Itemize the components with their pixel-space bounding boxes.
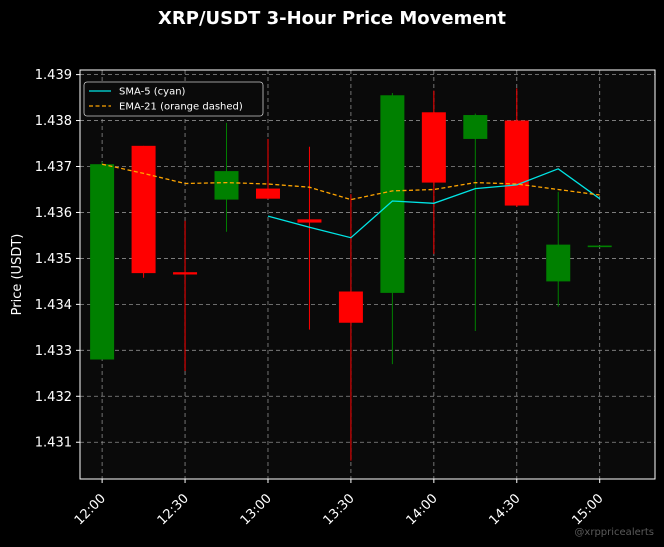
- legend-label: SMA-5 (cyan): [119, 87, 186, 98]
- candle-body: [504, 120, 529, 206]
- candle-body: [90, 164, 115, 360]
- candle-body: [131, 145, 156, 274]
- y-tick-label: 1.437: [35, 160, 72, 175]
- y-tick-label: 1.432: [35, 390, 72, 405]
- y-tick-label: 1.431: [35, 436, 72, 451]
- x-tick-label: 14:30: [487, 491, 524, 528]
- x-tick-label: 12:30: [155, 491, 192, 528]
- candle-body: [587, 245, 612, 248]
- watermark: @xrppricealerts: [574, 527, 654, 538]
- legend[interactable]: SMA-5 (cyan) EMA-21 (orange dashed): [83, 81, 264, 117]
- candle-body: [214, 171, 239, 200]
- x-tick-label: 12:00: [72, 491, 109, 528]
- x-tick-label: 15:00: [569, 491, 606, 528]
- candle-body: [255, 188, 280, 199]
- sma-line: [267, 168, 601, 239]
- legend-label: EMA-21 (orange dashed): [119, 102, 243, 113]
- y-tick-label: 1.436: [35, 206, 72, 221]
- x-tick-label: 14:00: [404, 491, 441, 528]
- candle-body: [421, 112, 446, 183]
- candle-body: [297, 219, 322, 223]
- legend-box: [83, 81, 264, 117]
- y-tick-label: 1.434: [35, 298, 72, 313]
- y-tick-label: 1.435: [35, 252, 72, 267]
- candle-body: [380, 95, 405, 293]
- x-tick-label: 13:30: [321, 491, 358, 528]
- candle-body: [463, 115, 488, 139]
- plot-frame: [79, 69, 656, 480]
- y-tick-label: 1.438: [35, 114, 72, 129]
- y-axis: 1.431 1.432 1.433 1.434 1.435 1.436 1.437 1.438…: [35, 68, 80, 451]
- y-tick-label: 1.439: [35, 68, 72, 83]
- chart-title: XRP/USDT 3-Hour Price Movement: [158, 8, 506, 29]
- x-tick-label: 13:00: [238, 491, 275, 528]
- indicator-lines: [101, 163, 601, 239]
- y-axis-label: Price (USDT): [10, 234, 25, 316]
- candle-body: [546, 244, 571, 282]
- ema-line: [101, 163, 600, 201]
- x-axis: 12:00 12:30 13:00 13:30 14:00 14:30 15:00: [72, 479, 607, 528]
- candle-body: [173, 272, 198, 275]
- candle-body: [338, 291, 363, 323]
- y-tick-label: 1.433: [35, 344, 72, 359]
- candle-bodies: [90, 95, 612, 360]
